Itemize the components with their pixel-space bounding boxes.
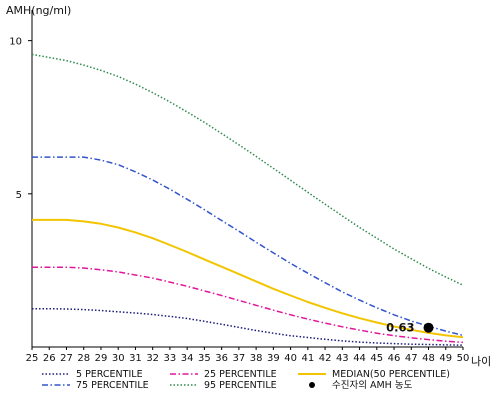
x-tick-label: 25	[26, 353, 39, 364]
axes: 5 10 25 26 27 28 29 30 31 32 33 34 35 36 37 38 39 40 41 42 4…	[6, 4, 491, 368]
x-axis-title: 나이	[471, 355, 491, 368]
x-tick-label: 35	[198, 353, 211, 364]
x-tick-label: 36	[215, 353, 228, 364]
x-tick-label: 29	[95, 353, 108, 364]
series-line-5-percentile	[32, 307, 464, 346]
legend-label: 75 PERCENTILE	[76, 380, 149, 391]
x-tick-label: 42	[319, 353, 332, 364]
legend-label: 25 PERCENTILE	[204, 369, 277, 380]
series-line-median-50-percentile	[32, 218, 464, 339]
legend-item: 5 PERCENTILE	[42, 369, 143, 380]
legend-label: 5 PERCENTILE	[76, 369, 143, 380]
x-tick-label: 40	[284, 353, 297, 364]
legend-item: 95 PERCENTILE	[170, 380, 277, 391]
x-tick-label: 26	[43, 353, 56, 364]
highlight-point-group: 0.63	[386, 321, 434, 335]
y-tick-label: 10	[9, 37, 22, 48]
x-tick-label: 48	[422, 353, 435, 364]
x-tick-label: 39	[267, 353, 280, 364]
legend-label: 수진자의 AMH 농도	[332, 380, 413, 391]
legend-swatch-marker	[309, 382, 315, 388]
legend-label: MEDIAN(50 PERCENTILE)	[332, 369, 450, 380]
legend-item: MEDIAN(50 PERCENTILE)	[298, 369, 450, 380]
x-tick-label: 34	[181, 353, 194, 364]
legend-item: 수진자의 AMH 농도	[309, 380, 413, 391]
y-tick-label: 5	[16, 190, 22, 201]
patient-amh-marker	[423, 322, 434, 333]
x-tick-label: 45	[370, 353, 383, 364]
x-tick-label: 31	[129, 353, 142, 364]
x-tick-label: 38	[250, 353, 263, 364]
x-tick-label: 28	[77, 353, 90, 364]
x-tick-label: 30	[112, 353, 125, 364]
legend: 5 PERCENTILE 25 PERCENTILE MEDIAN(50 PERCE…	[42, 369, 450, 391]
x-tick-label: 33	[164, 353, 177, 364]
x-tick-label: 37	[233, 353, 246, 364]
legend-label: 95 PERCENTILE	[204, 380, 277, 391]
x-tick-label: 41	[301, 353, 314, 364]
series-line-75-percentile	[32, 156, 464, 337]
x-tick-label: 32	[146, 353, 159, 364]
x-tick-label: 47	[405, 353, 418, 364]
x-tick-label: 43	[336, 353, 349, 364]
x-tick-label: 46	[388, 353, 401, 364]
series-line-25-percentile	[32, 266, 464, 344]
patient-amh-value-label: 0.63	[386, 321, 414, 335]
series-lines	[31, 53, 464, 346]
x-tick-label: 49	[439, 353, 452, 364]
legend-item: 75 PERCENTILE	[42, 380, 149, 391]
legend-item: 25 PERCENTILE	[170, 369, 277, 380]
x-tick-label: 27	[60, 353, 73, 364]
x-tick-label: 50	[457, 353, 470, 364]
x-tick-label: 44	[353, 353, 366, 364]
series-line-95-percentile	[31, 53, 464, 286]
y-axis-title: AMH(ng/ml)	[6, 4, 71, 17]
